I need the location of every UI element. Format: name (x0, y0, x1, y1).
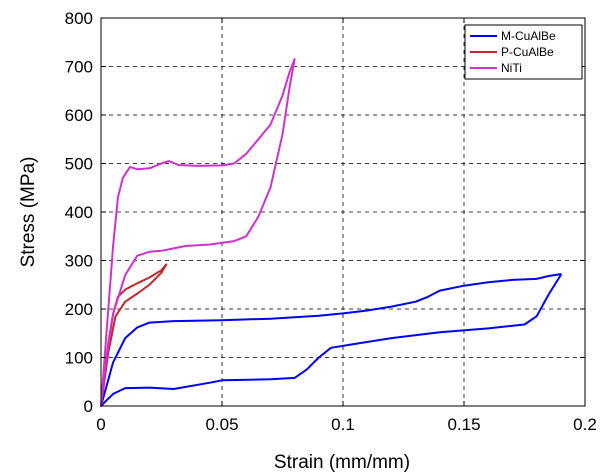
y-tick-label: 200 (65, 300, 93, 319)
x-tick-label: 0.2 (573, 415, 597, 434)
series-layer (100, 58, 562, 407)
series-line-niti (100, 58, 296, 407)
x-tick-label: 0.1 (331, 415, 355, 434)
series-line-m-cualbe (100, 273, 562, 407)
legend-label-m-cualbe: M-CuAlBe (501, 29, 556, 43)
y-tick-label: 100 (65, 349, 93, 368)
y-tick-label: 600 (65, 106, 93, 125)
x-tick-labels: 0 0.05 0.1 0.15 0.2 (96, 415, 597, 434)
x-tick-label: 0 (96, 415, 105, 434)
y-tick-label: 0 (84, 397, 93, 416)
y-tick-label: 300 (65, 252, 93, 271)
x-tick-label: 0.15 (447, 415, 480, 434)
y-tick-label: 400 (65, 203, 93, 222)
y-tick-label: 800 (65, 9, 93, 28)
axis-ticks (100, 17, 586, 407)
x-tick-label: 0.05 (205, 415, 238, 434)
x-axis-label: Strain (mm/mm) (274, 452, 410, 473)
legend-label-p-cualbe: P-CuAlBe (501, 45, 554, 59)
legend-label-niti: NiTi (501, 61, 522, 75)
y-axis-label: Stress (MPa) (18, 157, 39, 268)
legend: M-CuAlBe P-CuAlBe NiTi (464, 24, 583, 80)
y-tick-labels: 0 100 200 300 400 500 600 700 800 (65, 9, 93, 416)
y-tick-label: 500 (65, 155, 93, 174)
y-tick-label: 700 (65, 58, 93, 77)
